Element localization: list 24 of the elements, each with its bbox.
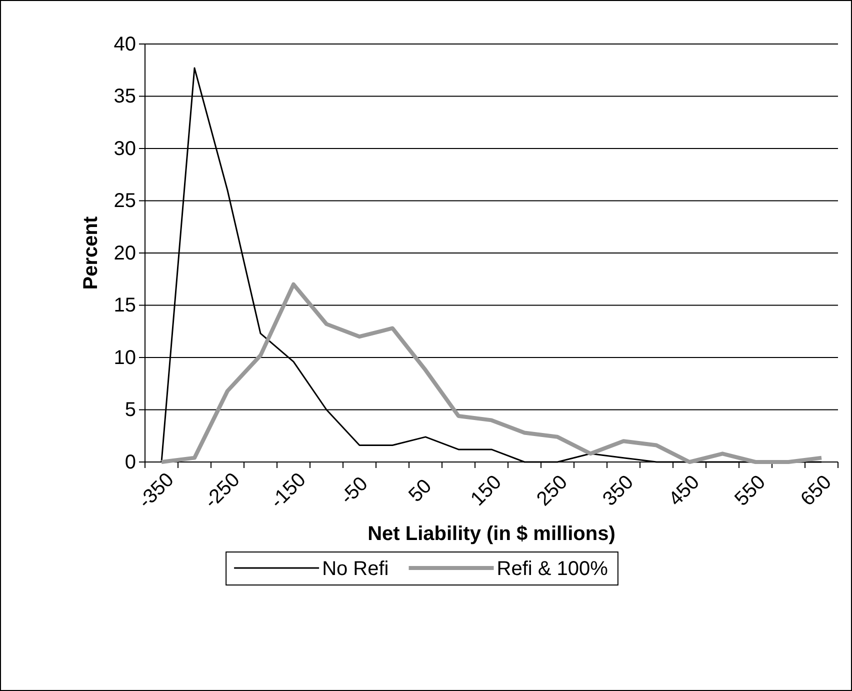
x-tick-label: 350 [598,471,638,510]
x-tick-label: 550 [730,471,770,510]
y-axis-title: Percent [80,216,102,290]
y-tick-label: 5 [124,399,136,422]
x-tick-label: 50 [404,475,436,506]
y-tick-label: 35 [114,86,136,108]
y-tick-label: 40 [114,33,136,56]
x-tick-label: 250 [532,471,572,510]
x-tick-label: 150 [466,471,506,510]
x-tick-label: -250 [200,468,244,513]
x-axis-title: Net Liability (in $ millions) [368,523,616,545]
x-tick-label: -50 [336,472,372,509]
y-tick-label: 15 [114,294,136,317]
y-tick-label: 25 [114,190,136,212]
x-tick-label: -150 [266,468,310,513]
y-tick-label: 20 [114,242,136,264]
legend-label: Refi & 100% [496,558,608,580]
x-tick-label: -350 [134,468,178,513]
x-tick-label: 650 [796,471,836,510]
y-tick-label: 30 [114,138,136,160]
y-tick-label: 0 [124,451,136,474]
x-tick-label: 450 [664,471,704,510]
legend-label: No Refi [322,558,389,580]
y-tick-label: 10 [114,346,136,369]
